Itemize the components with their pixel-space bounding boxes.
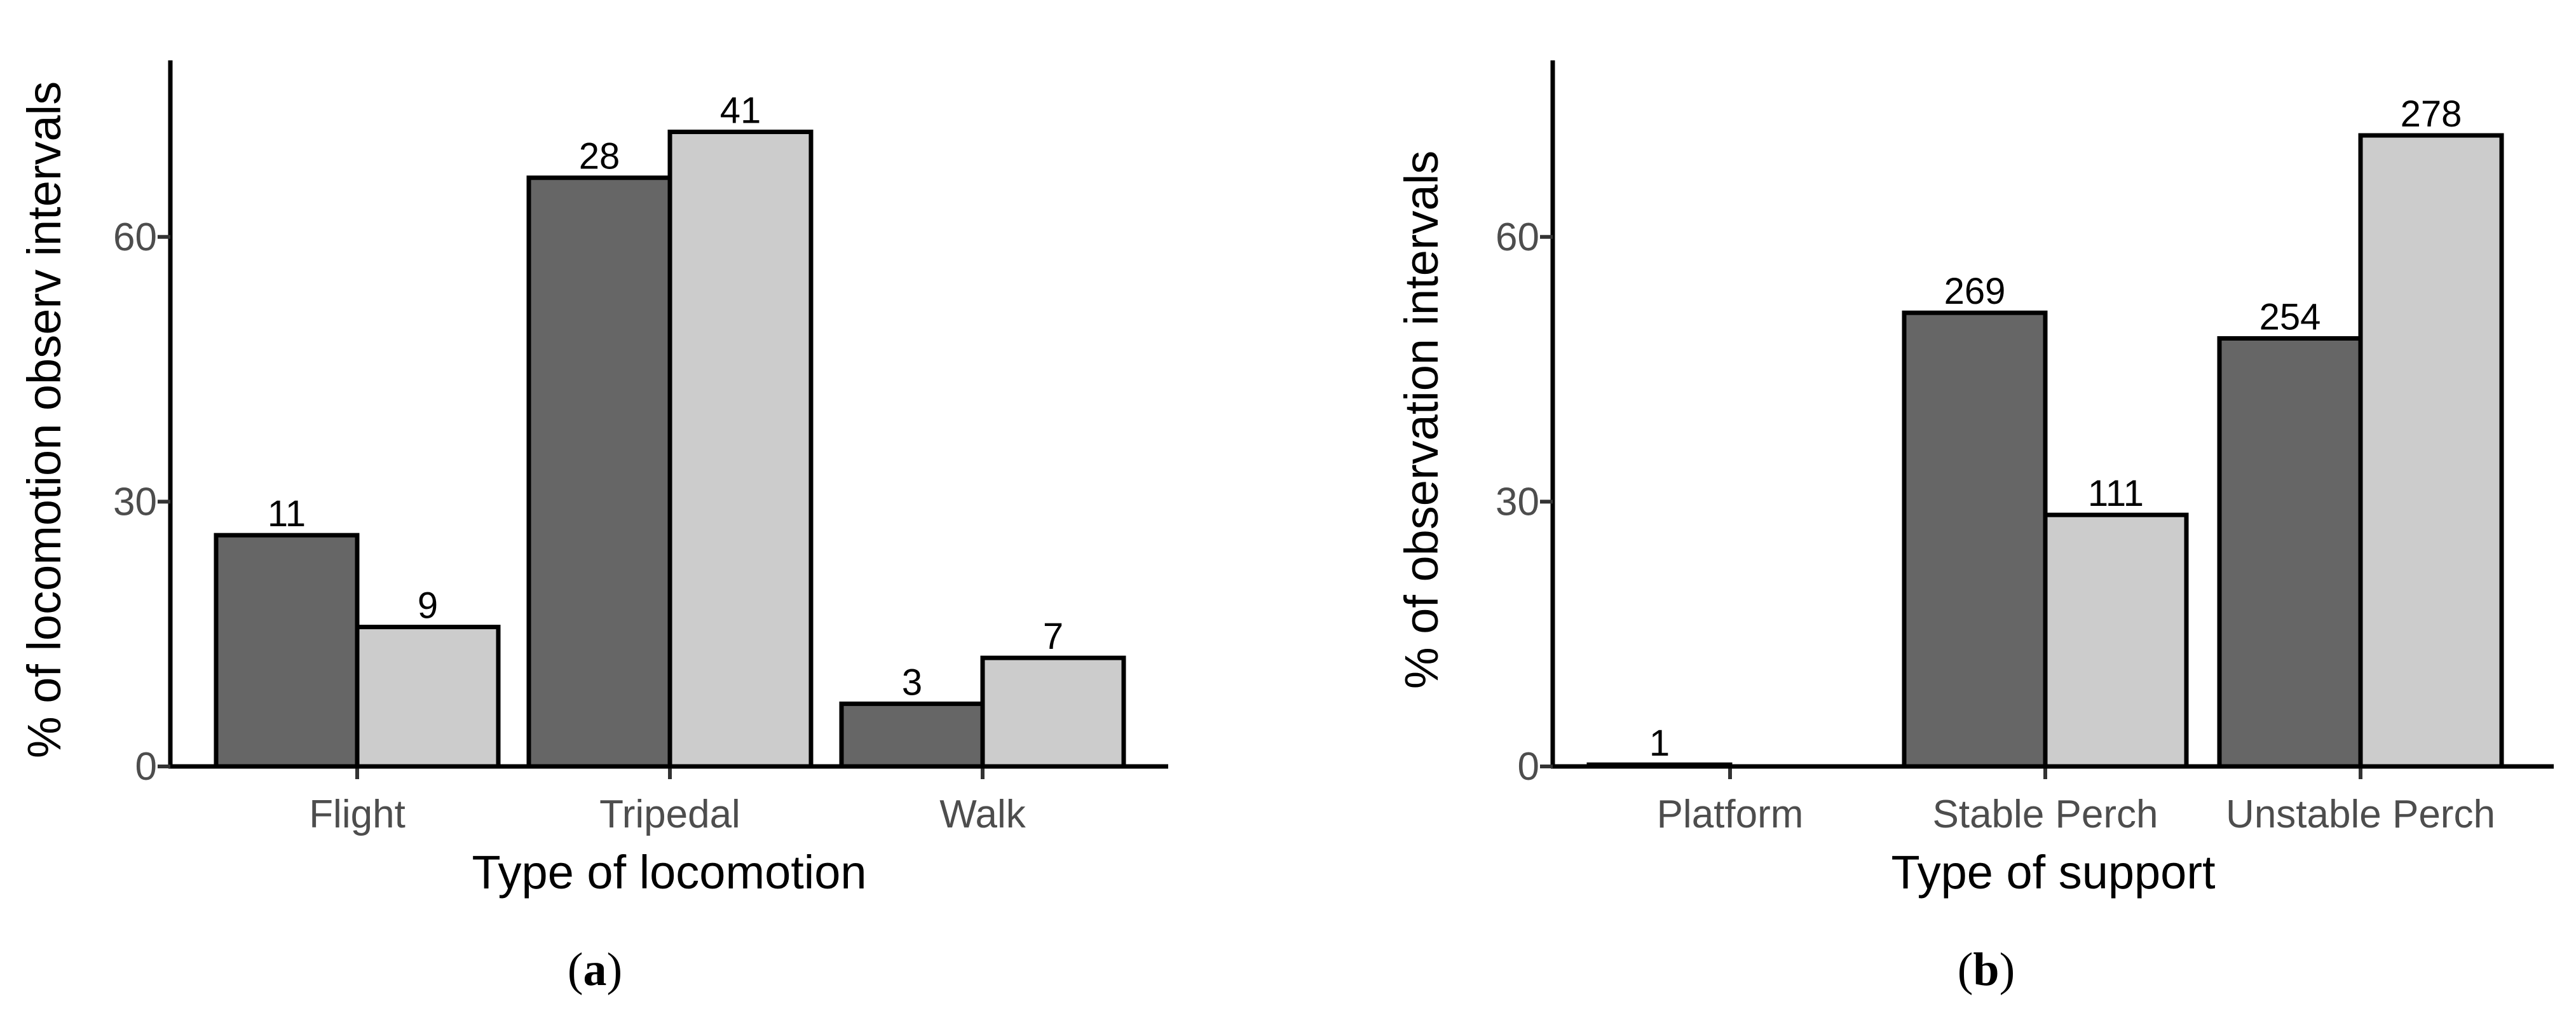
panel-label-close: )	[2000, 944, 2015, 996]
data-label: 278	[2401, 93, 2462, 135]
data-label: 254	[2259, 296, 2321, 337]
data-label: 269	[1944, 271, 2006, 312]
bar-stable-perch-series-2	[2043, 512, 2189, 769]
x-axis-title: Type of locomotion	[472, 846, 866, 899]
data-label: 1	[1649, 723, 1670, 764]
x-tick-label: Unstable Perch	[2226, 792, 2495, 836]
data-label: 9	[418, 585, 438, 627]
data-label: 3	[902, 662, 922, 703]
x-tick-label: Tripedal	[599, 792, 740, 836]
bar-stable-perch-series-1	[1902, 310, 2048, 769]
bar-tripedal-series-1	[526, 175, 672, 769]
panel-label-letter: a	[583, 944, 607, 996]
data-label: 11	[268, 493, 306, 534]
chart-panel-a: 11 9 Flight 28 41 Tripedal 3 7 Walk 0 30 60 Type of …	[18, 60, 1168, 996]
panel-label-letter: b	[1973, 944, 1999, 996]
y-tick-label: 60	[113, 215, 157, 259]
bar-unstable-perch-series-1	[2217, 336, 2363, 769]
y-tick-label: 0	[135, 745, 157, 789]
x-tick-label: Stable Perch	[1933, 792, 2158, 836]
bar-unstable-perch-series-2	[2358, 133, 2504, 769]
data-label: 7	[1043, 616, 1063, 657]
y-axis-title: % of locomotion observ intervals	[18, 81, 71, 758]
y-axis-title: % of observation intervals	[1395, 151, 1448, 689]
data-label: 28	[579, 136, 620, 177]
bar-tripedal-series-2	[667, 129, 814, 769]
panel-label-open: (	[1958, 944, 1973, 996]
x-tick-label: Flight	[309, 792, 405, 836]
data-label: 41	[720, 90, 761, 131]
y-tick-label: 60	[1496, 215, 1539, 259]
bar-walk-series-2	[980, 655, 1126, 769]
x-tick-label: Platform	[1657, 792, 1804, 836]
y-tick-label: 30	[1496, 480, 1539, 524]
y-tick-label: 0	[1518, 745, 1539, 789]
y-tick-label: 30	[113, 480, 157, 524]
x-tick-label: Walk	[939, 792, 1026, 836]
bar-flight-series-2	[355, 625, 501, 769]
panel-label: (a)	[568, 944, 622, 996]
x-axis-title: Type of support	[1891, 846, 2216, 899]
panel-label: (b)	[1958, 944, 2015, 996]
bar-walk-series-1	[839, 701, 985, 769]
panel-label-close: )	[607, 944, 623, 996]
panel-label-open: (	[568, 944, 583, 996]
bar-flight-series-1	[214, 533, 360, 769]
data-label: 111	[2088, 473, 2144, 514]
chart-panel-b: 1 Platform 269 111 Stable Perch 254 278 Unstabl…	[1395, 60, 2554, 996]
